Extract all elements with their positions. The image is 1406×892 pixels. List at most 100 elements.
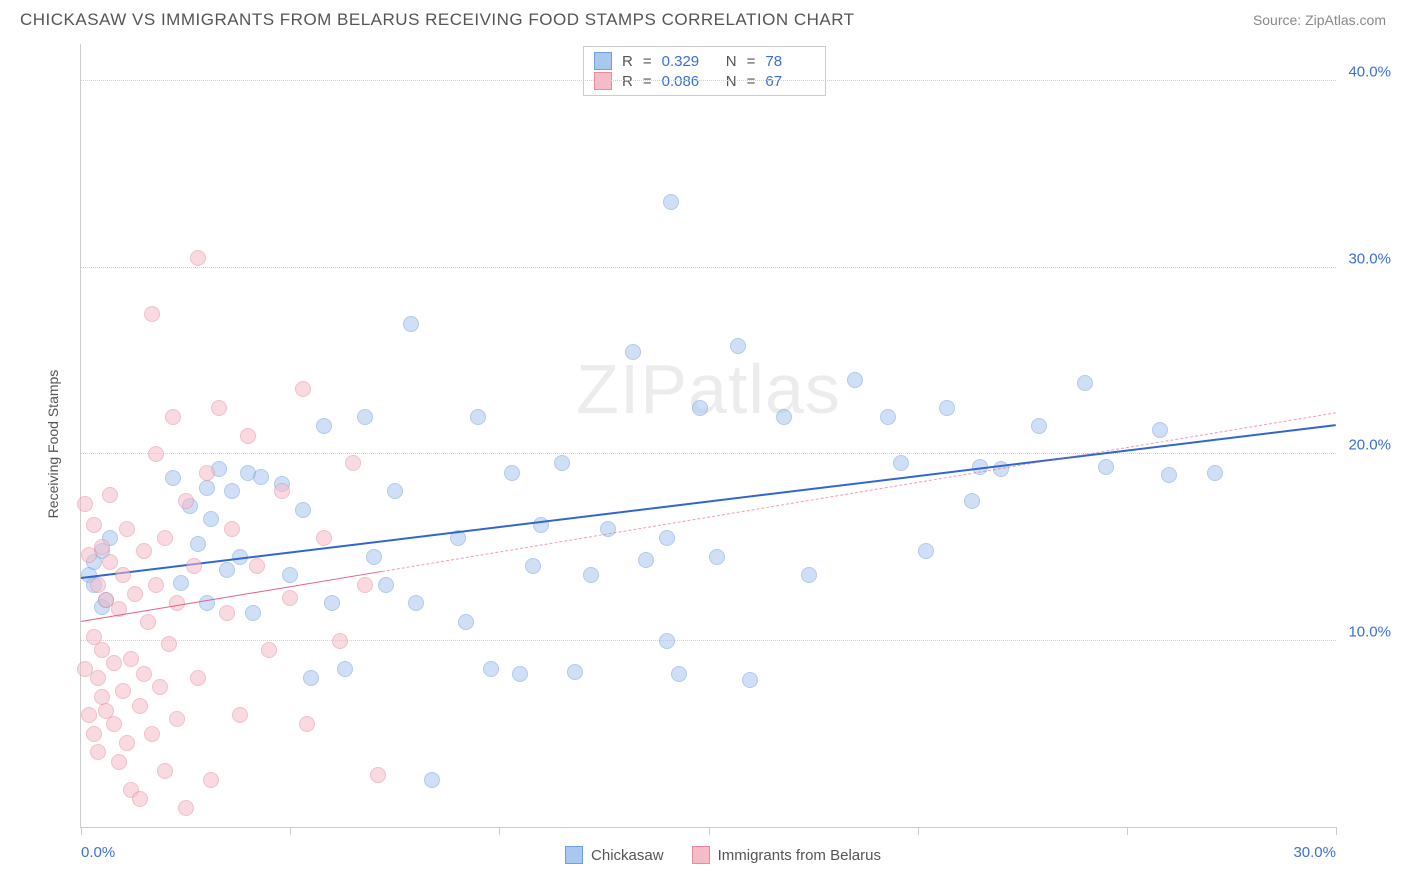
- data-point: [144, 306, 160, 322]
- n-label: N: [722, 53, 737, 70]
- data-point: [173, 575, 189, 591]
- data-point: [106, 655, 122, 671]
- y-tick-label: 20.0%: [1348, 437, 1391, 454]
- data-point: [357, 577, 373, 593]
- data-point: [119, 521, 135, 537]
- source-link[interactable]: ZipAtlas.com: [1305, 12, 1386, 28]
- data-point: [199, 480, 215, 496]
- data-point: [152, 679, 168, 695]
- legend-item: Immigrants from Belarus: [692, 846, 881, 864]
- data-point: [148, 446, 164, 462]
- data-point: [219, 605, 235, 621]
- data-point: [219, 562, 235, 578]
- data-point: [483, 661, 499, 677]
- data-point: [366, 549, 382, 565]
- data-point: [86, 517, 102, 533]
- data-point: [408, 595, 424, 611]
- x-tick: [81, 827, 82, 835]
- gridline: [81, 267, 1336, 268]
- data-point: [692, 400, 708, 416]
- data-point: [776, 409, 792, 425]
- data-point: [1031, 418, 1047, 434]
- gridline: [81, 80, 1336, 81]
- data-point: [625, 344, 641, 360]
- data-point: [324, 595, 340, 611]
- data-point: [295, 381, 311, 397]
- data-point: [111, 754, 127, 770]
- data-point: [1098, 459, 1114, 475]
- data-point: [123, 651, 139, 667]
- data-point: [115, 683, 131, 699]
- data-point: [190, 250, 206, 266]
- r-label: R: [622, 53, 633, 70]
- data-point: [199, 595, 215, 611]
- data-point: [94, 539, 110, 555]
- data-point: [190, 670, 206, 686]
- legend-swatch: [594, 52, 612, 70]
- legend-item: Chickasaw: [565, 846, 664, 864]
- trend-line: [382, 412, 1336, 572]
- data-point: [512, 666, 528, 682]
- data-point: [211, 400, 227, 416]
- data-point: [893, 455, 909, 471]
- data-point: [178, 493, 194, 509]
- data-point: [245, 605, 261, 621]
- x-tick: [918, 827, 919, 835]
- data-point: [199, 465, 215, 481]
- chart-container: Receiving Food Stamps ZIPatlas R=0.329 N…: [50, 44, 1396, 868]
- data-point: [282, 590, 298, 606]
- data-point: [964, 493, 980, 509]
- data-point: [663, 194, 679, 210]
- data-point: [127, 586, 143, 602]
- y-tick-label: 30.0%: [1348, 250, 1391, 267]
- data-point: [847, 372, 863, 388]
- data-point: [316, 418, 332, 434]
- data-point: [299, 716, 315, 732]
- data-point: [525, 558, 541, 574]
- data-point: [801, 567, 817, 583]
- data-point: [94, 642, 110, 658]
- y-tick-label: 40.0%: [1348, 64, 1391, 81]
- data-point: [190, 536, 206, 552]
- data-point: [77, 496, 93, 512]
- data-point: [186, 558, 202, 574]
- legend-swatch: [692, 846, 710, 864]
- data-point: [102, 554, 118, 570]
- data-point: [136, 666, 152, 682]
- data-point: [403, 316, 419, 332]
- correlation-stats-legend: R=0.329 N=78R=0.086 N=67: [583, 46, 826, 96]
- data-point: [157, 763, 173, 779]
- legend-label: Immigrants from Belarus: [718, 847, 881, 864]
- y-axis-label: Receiving Food Stamps: [45, 369, 61, 518]
- data-point: [224, 483, 240, 499]
- data-point: [106, 716, 122, 732]
- data-point: [119, 735, 135, 751]
- data-point: [86, 726, 102, 742]
- data-point: [659, 530, 675, 546]
- data-point: [161, 636, 177, 652]
- data-point: [253, 469, 269, 485]
- data-point: [1152, 422, 1168, 438]
- gridline: [81, 640, 1336, 641]
- data-point: [638, 552, 654, 568]
- n-value: 78: [765, 53, 815, 70]
- x-tick: [1336, 827, 1337, 835]
- data-point: [470, 409, 486, 425]
- data-point: [165, 409, 181, 425]
- data-point: [357, 409, 373, 425]
- source-prefix: Source:: [1253, 12, 1305, 28]
- data-point: [554, 455, 570, 471]
- data-point: [730, 338, 746, 354]
- data-point: [337, 661, 353, 677]
- data-point: [144, 726, 160, 742]
- data-point: [261, 642, 277, 658]
- chart-title: CHICKASAW VS IMMIGRANTS FROM BELARUS REC…: [20, 10, 855, 30]
- data-point: [345, 455, 361, 471]
- data-point: [240, 428, 256, 444]
- data-point: [387, 483, 403, 499]
- r-value: 0.329: [662, 53, 712, 70]
- data-point: [90, 670, 106, 686]
- data-point: [378, 577, 394, 593]
- data-point: [282, 567, 298, 583]
- data-point: [165, 470, 181, 486]
